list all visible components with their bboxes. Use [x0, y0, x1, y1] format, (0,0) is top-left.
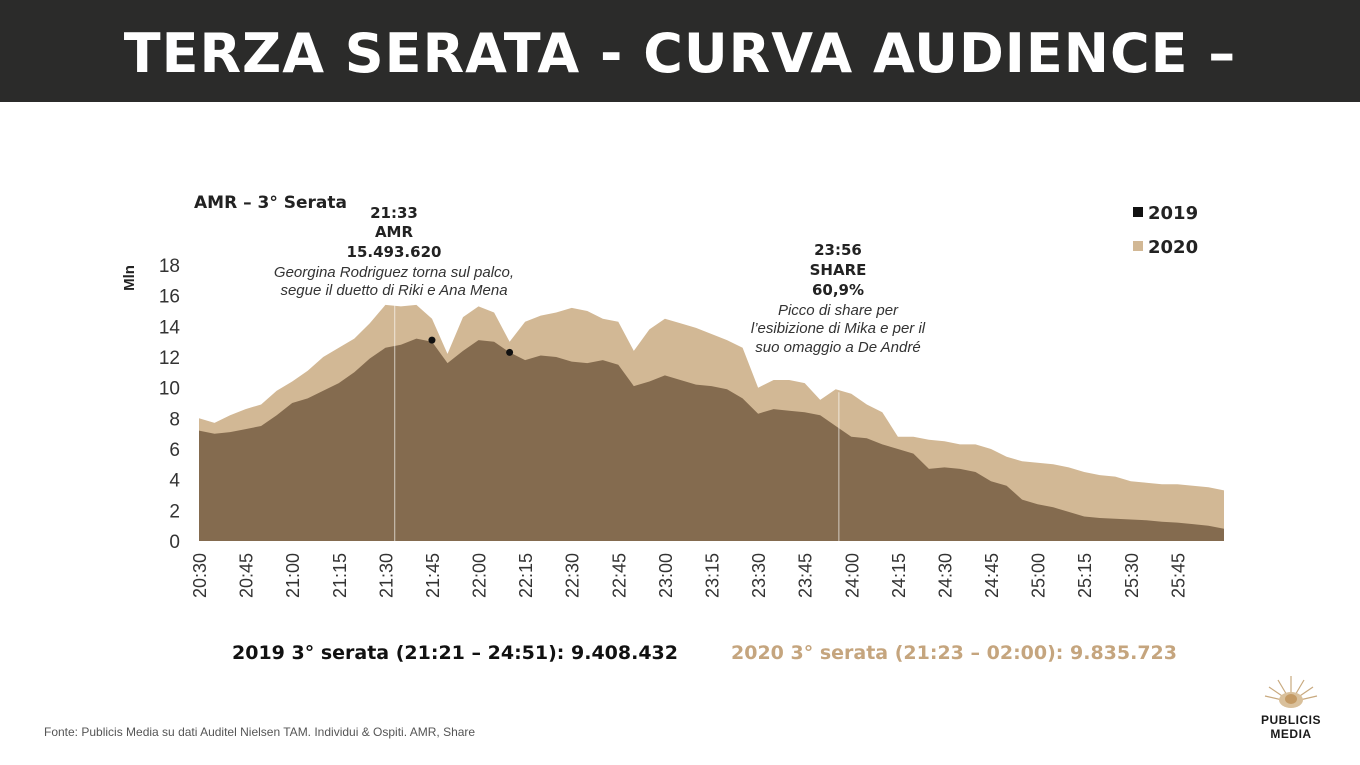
x-tick-label: 21:45 [423, 553, 443, 598]
y-tick-label: 2 [169, 501, 180, 522]
page-title: TERZA SERATA - CURVA AUDIENCE – 2020/201… [123, 22, 1237, 193]
y-tick-label: 0 [169, 532, 180, 553]
x-tick-label: 22:45 [609, 553, 629, 598]
annotation-share-note: suo omaggio a De André [755, 339, 920, 356]
y-tick-label: 4 [169, 471, 180, 492]
x-tick-label: 24:30 [935, 553, 955, 598]
y-tick-label: 18 [159, 256, 180, 277]
x-tick-label: 21:30 [376, 553, 396, 598]
x-tick-label: 20:30 [190, 553, 210, 598]
x-tick-label: 24:00 [842, 553, 862, 598]
x-tick-label: 23:15 [703, 553, 723, 598]
x-tick-label: 25:00 [1029, 553, 1049, 598]
sun-emblem-icon [1264, 676, 1318, 708]
x-tick-label: 24:15 [889, 553, 909, 598]
chart-title: AMR – 3° Serata [194, 193, 347, 213]
summary-2020: 2020 3° serata (21:23 – 02:00): 9.835.72… [731, 642, 1177, 664]
annotation-amr-time: 21:33 [370, 204, 418, 222]
logo-text-publicis: PUBLICIS [1260, 713, 1321, 727]
x-tick-label: 23:30 [749, 553, 769, 598]
source-note: Fonte: Publicis Media su dati Auditel Ni… [44, 725, 476, 739]
x-tick-label: 22:15 [516, 553, 536, 598]
annotation-share-note: l’esibizione di Mika e per il [751, 320, 926, 337]
y-tick-label: 10 [159, 379, 180, 400]
x-tick-label: 20:45 [237, 553, 257, 598]
logo-text-media: MEDIA [1270, 727, 1312, 741]
x-tick-label: 23:45 [796, 553, 816, 598]
x-tick-label: 25:30 [1122, 553, 1142, 598]
event-marker-2019 [428, 336, 436, 344]
annotation-share-time: 23:56 [814, 241, 862, 259]
area-series-2019 [199, 338, 1224, 541]
x-tick-label: 21:00 [283, 553, 303, 598]
annotation-share-value: 60,9% [812, 281, 864, 299]
x-tick-label: 22:30 [563, 553, 583, 598]
y-tick-label: 12 [159, 348, 180, 369]
x-tick-label: 22:00 [470, 553, 490, 598]
x-tick-label: 25:45 [1168, 553, 1188, 598]
annotation-amr-metric: AMR [375, 223, 414, 241]
y-tick-label: 14 [159, 317, 181, 338]
y-tick-label: 8 [169, 409, 180, 430]
legend-label-2020: 2020 [1148, 237, 1198, 258]
x-tick-label: 21:15 [330, 553, 350, 598]
annotation-share-note: Picco di share per [778, 302, 899, 319]
x-tick-label: 23:00 [656, 553, 676, 598]
title-bar: TERZA SERATA - CURVA AUDIENCE – 2020/201… [0, 0, 1360, 193]
y-axis-label: Mln [121, 265, 138, 291]
x-tick-label: 25:15 [1075, 553, 1095, 598]
legend-swatch-2020 [1133, 241, 1143, 251]
annotation-amr-note: segue il duetto di Riki e Ana Mena [280, 282, 507, 299]
annotation-share-metric: SHARE [810, 261, 867, 279]
annotation-amr-note: Georgina Rodriguez torna sul palco, [274, 264, 514, 281]
summary-2019: 2019 3° serata (21:21 – 24:51): 9.408.43… [232, 642, 678, 664]
event-marker-2019 [506, 348, 514, 356]
publicis-media-logo: PUBLICIS MEDIA [1248, 672, 1334, 741]
y-tick-label: 6 [169, 440, 180, 461]
legend-label-2019: 2019 [1148, 203, 1198, 224]
x-tick-label: 24:45 [982, 553, 1002, 598]
y-tick-label: 16 [159, 287, 180, 308]
legend-swatch-2019 [1133, 207, 1143, 217]
annotation-amr-value: 15.493.620 [347, 243, 442, 261]
